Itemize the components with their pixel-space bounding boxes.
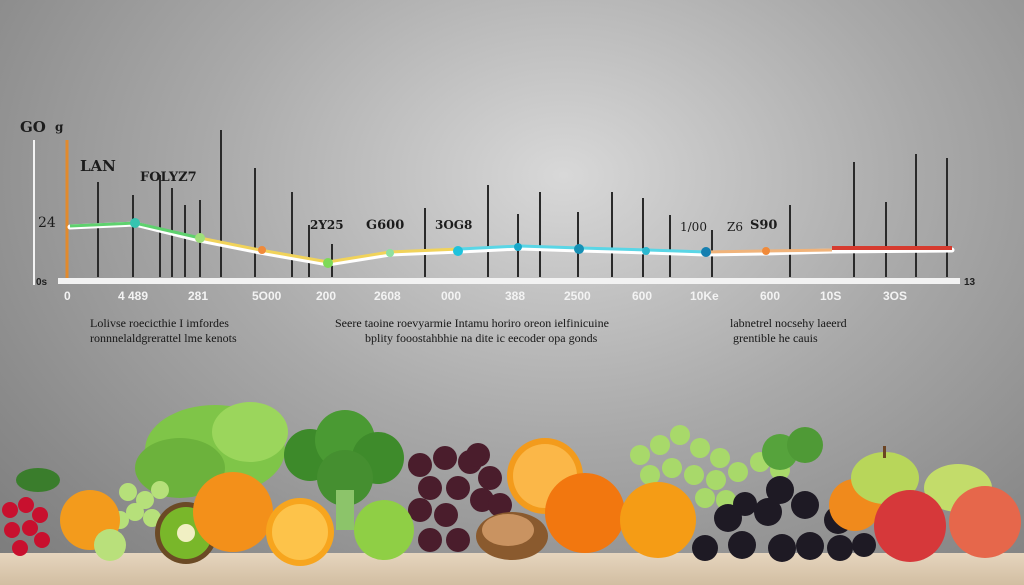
orange-icon — [620, 482, 696, 558]
orange-icon — [545, 473, 625, 553]
annotation: 1/00 — [680, 220, 707, 234]
caption-right-line-2: grentible he cauis — [733, 331, 818, 345]
leaf-icon — [16, 468, 60, 492]
x-tick: 3OS — [883, 289, 908, 303]
corner-label: GO — [20, 118, 46, 136]
x-tick: 5O00 — [252, 289, 282, 303]
orange-slice-icon — [266, 498, 334, 566]
x-tick: 10S — [820, 289, 842, 303]
purple-grapes-icon — [408, 443, 512, 552]
y-value-label: 24 — [38, 215, 56, 231]
trend-points — [130, 218, 770, 268]
x-tick: 000 — [441, 289, 462, 303]
label-b: FOLYZ7 — [140, 170, 197, 185]
blackberries-icon — [692, 476, 876, 562]
green-grape-icon — [94, 529, 126, 561]
caption-right-line-1: labnetrel nocsehy laeerd — [730, 316, 847, 330]
kiwi-icon — [155, 502, 217, 564]
orange-icon — [193, 472, 273, 552]
x-axis-bar — [58, 278, 960, 284]
x-tick: 281 — [188, 289, 209, 303]
caption-left-line-1: Lolivse roecicthie I imfordes — [90, 316, 229, 330]
annotation: G600 — [366, 218, 405, 233]
red-apple-icon — [874, 490, 946, 562]
trend-line-white — [67, 221, 955, 267]
vertical-bars — [97, 130, 948, 277]
label-a: LAN — [80, 157, 116, 175]
broccoli-icon — [762, 427, 823, 470]
y-zero-label: 0s — [36, 277, 48, 288]
walnut-icon — [476, 512, 548, 560]
green-apple-icon — [354, 500, 414, 560]
caption-left-line-2: ronnnelaldgrerattel lme kenots — [90, 331, 237, 345]
x-tick: 2608 — [374, 289, 401, 303]
caption-center-line-2: bplity fooostahbhie na dite ic eecoder o… — [365, 331, 598, 345]
x-tick: 0 — [64, 289, 71, 303]
x-tick: 388 — [505, 289, 526, 303]
caption-center-line-1: Seere taoine roevyarmie Intamu horiro or… — [335, 316, 609, 330]
x-tick: 4 489 — [118, 289, 149, 303]
right-end-label: 13 — [964, 277, 976, 288]
x-tick: 600 — [760, 289, 781, 303]
x-tick: 600 — [632, 289, 653, 303]
x-tick: 2500 — [564, 289, 591, 303]
broccoli-icon — [284, 410, 404, 530]
x-tick: 200 — [316, 289, 337, 303]
annotation: S90 — [750, 218, 778, 233]
annotation: Z6 — [727, 220, 743, 234]
annotation: 2Y25 — [310, 218, 344, 232]
annotation: 3OG8 — [435, 218, 473, 232]
red-currants-icon — [2, 497, 50, 556]
corner-unit: g — [55, 120, 64, 134]
x-tick: 10Ke — [690, 289, 719, 303]
peach-icon — [949, 486, 1021, 558]
